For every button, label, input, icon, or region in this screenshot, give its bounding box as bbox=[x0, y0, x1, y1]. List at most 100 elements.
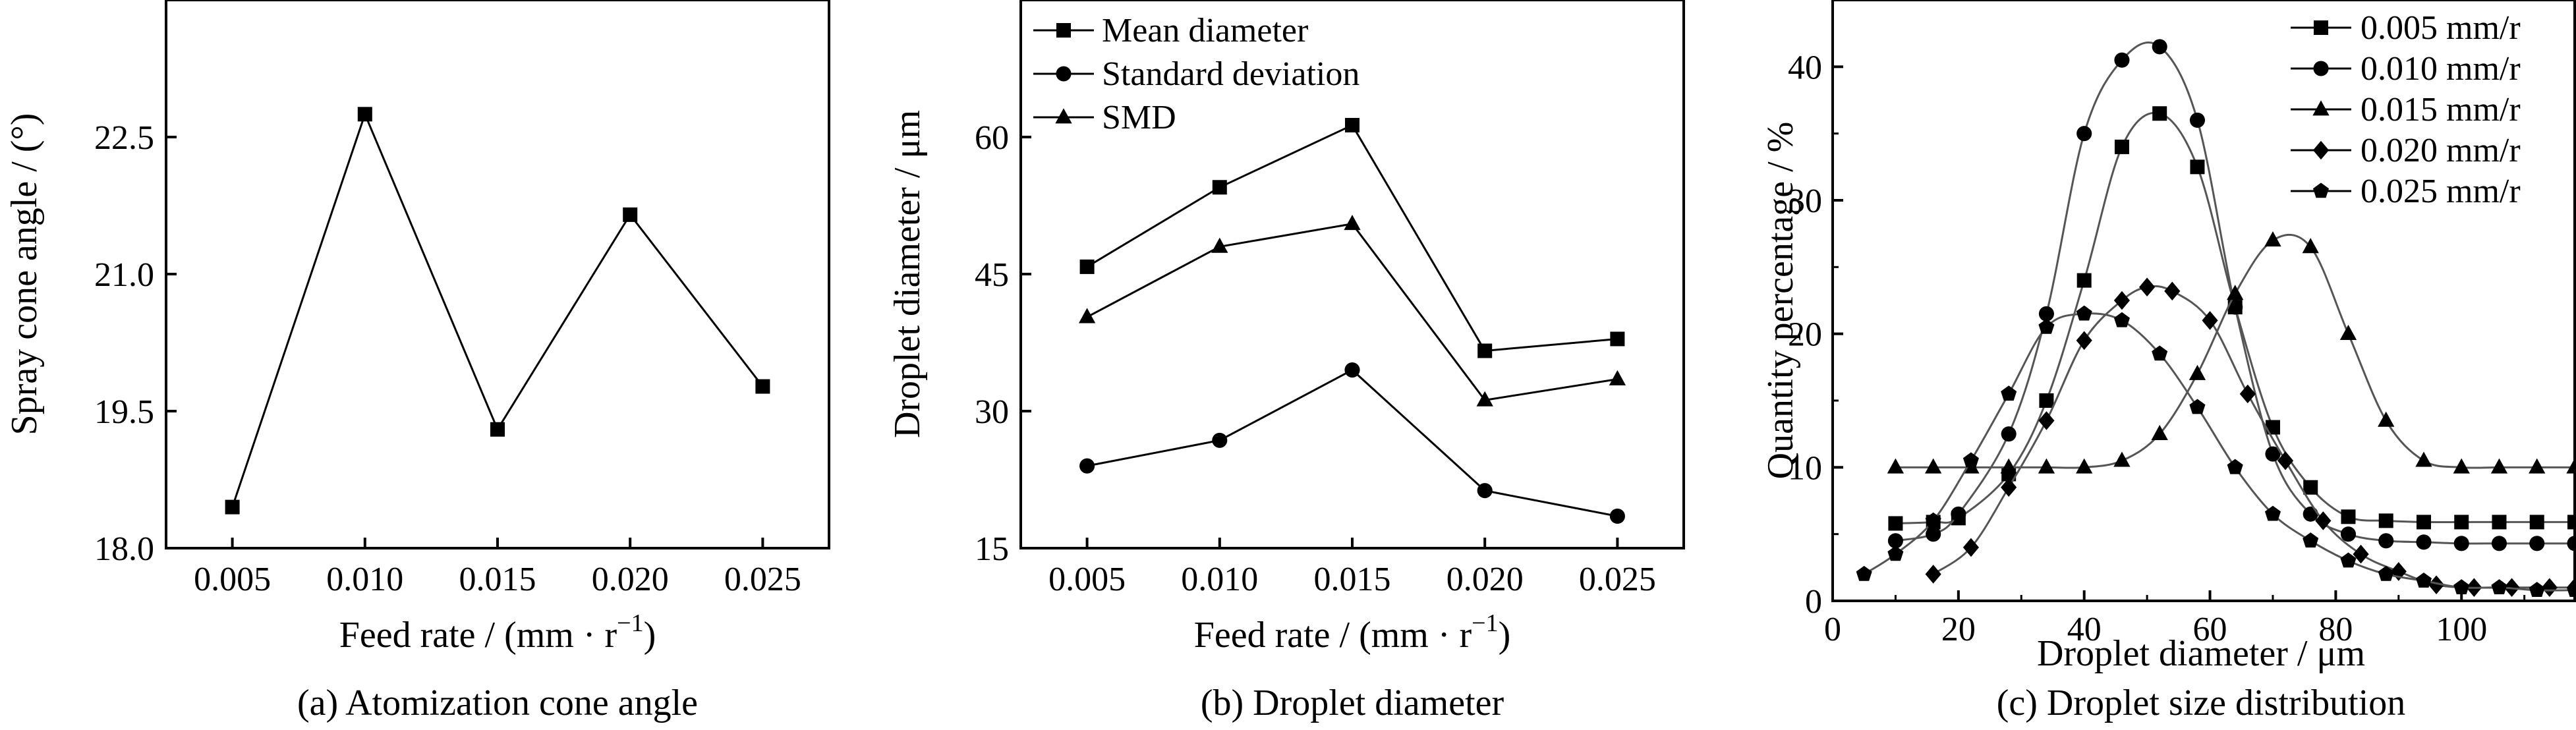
series-0-010-mm-r-point bbox=[2076, 126, 2092, 142]
series-0-025-mm-r-point bbox=[2076, 305, 2092, 321]
series-0-010-mm-r-point bbox=[2416, 534, 2432, 550]
panel-c-droplet-size-distribution: 0 20 40 60 80 100 0 10 20 30 40 0.005 mm/r0.010 m… bbox=[1760, 0, 2576, 723]
legend-0-015-mm-r-label: 0.015 mm/r bbox=[2361, 91, 2521, 128]
panel-b-y-axis-label: Droplet diameter / μm bbox=[887, 110, 928, 438]
series-0-005-mm-r-point bbox=[2567, 515, 2576, 530]
legend-0-005-mm-r-label: 0.005 mm/r bbox=[2361, 9, 2521, 47]
series-0-015-mm-r-point bbox=[2113, 451, 2131, 467]
legend-standard-deviation-label: Standard deviation bbox=[1102, 55, 1360, 93]
series-0-025-mm-r-point bbox=[2227, 459, 2243, 474]
mean-diameter-point bbox=[1079, 259, 1095, 274]
x-tick-label: 0 bbox=[1824, 611, 1841, 648]
x-tick-label: 0.020 bbox=[592, 561, 669, 598]
series-0-015-mm-r-point bbox=[1925, 458, 1942, 474]
series-0-025-mm-r-point bbox=[2453, 579, 2470, 594]
series-0-010-mm-r-point bbox=[2114, 52, 2130, 68]
panel-b-y-ticks: 15 30 45 60 bbox=[975, 119, 1031, 568]
x-tick-label: 0.025 bbox=[724, 561, 801, 598]
series-0-015-mm-r-point bbox=[1887, 458, 1904, 474]
series-0-005-mm-r-point bbox=[1888, 516, 1903, 531]
series-0-025-mm-r-point bbox=[2001, 385, 2017, 401]
legend-0-020-mm-r-marker bbox=[2312, 140, 2330, 160]
panel-a-plot-frame bbox=[165, 0, 830, 549]
series-0-015-mm-r-point bbox=[2529, 458, 2546, 474]
series-0-005-mm-r-point bbox=[2265, 420, 2280, 435]
series-0-005-mm-r-point bbox=[2152, 106, 2167, 121]
series-0-point bbox=[755, 379, 770, 394]
y-tick-label: 21.0 bbox=[94, 256, 154, 294]
series-0-025-mm-r-point bbox=[2264, 505, 2281, 521]
mean-diameter-point bbox=[1212, 180, 1227, 195]
y-tick-label: 10 bbox=[1788, 449, 1822, 487]
smd-point bbox=[1078, 308, 1096, 323]
panel-c-y-ticks: 0 10 20 30 40 bbox=[1788, 49, 1843, 621]
series-0-025-mm-r-point bbox=[2415, 572, 2432, 588]
series-0-point bbox=[357, 107, 372, 122]
panel-a-atomization-cone-angle: 0.005 0.010 0.015 0.020 0.025 18.0 19.5 21.0 22… bbox=[4, 0, 830, 723]
series-0-025-mm-r-point bbox=[1925, 512, 1941, 528]
series-0-010-mm-r-point bbox=[1951, 506, 1966, 522]
smd-point bbox=[1344, 214, 1361, 231]
series-0-020-mm-r-point bbox=[2113, 291, 2131, 310]
x-tick-label: 0.005 bbox=[194, 561, 271, 598]
legend-0-010-mm-r-label: 0.010 mm/r bbox=[2361, 50, 2521, 88]
legend-mean-diameter-marker bbox=[1056, 23, 1071, 38]
legend-smd-label: SMD bbox=[1102, 99, 1176, 136]
series-0-015-mm-r-point bbox=[2264, 231, 2281, 247]
panel-b-x-axis-label: Feed rate / (mm · r−1) bbox=[1194, 609, 1511, 656]
y-tick-label: 22.5 bbox=[94, 119, 154, 157]
panel-c-plot-frame bbox=[1831, 0, 2576, 602]
series-0-020-mm-r-point bbox=[2076, 331, 2092, 351]
series-0-015-mm-r-point bbox=[2566, 458, 2576, 474]
series-0-point bbox=[490, 422, 505, 437]
panel-b-series bbox=[1078, 117, 1626, 524]
series-0-010-mm-r-point bbox=[2265, 446, 2281, 462]
panel-b-x-ticks: 0.005 0.010 0.015 0.020 0.025 bbox=[1048, 538, 1656, 598]
series-0-010-mm-r-point bbox=[2303, 506, 2318, 522]
series-0-010-mm-r-point bbox=[2340, 526, 2357, 542]
x-tick-label: 60 bbox=[2193, 611, 2227, 648]
series-0-020-mm-r-point bbox=[2277, 451, 2294, 470]
mean-diameter-point bbox=[1477, 343, 1493, 358]
smd-point bbox=[1211, 237, 1228, 253]
series-0-020-mm-r-point bbox=[2428, 575, 2445, 594]
series-0-015-mm-r-point bbox=[2038, 458, 2055, 474]
series-0-025-mm-r-point bbox=[2303, 532, 2319, 548]
x-tick-label: 100 bbox=[2436, 611, 2487, 648]
series-0-020-mm-r-point bbox=[2001, 478, 2017, 497]
standard-deviation-point bbox=[1079, 458, 1095, 474]
series-0-005-mm-r-point bbox=[2416, 515, 2431, 530]
series-0-010-mm-r-point bbox=[2001, 426, 2017, 442]
series-0-015-mm-r-curve bbox=[1895, 233, 2575, 469]
legend-0-010-mm-r-marker bbox=[2313, 61, 2329, 76]
x-tick-label: 0.025 bbox=[1579, 561, 1656, 598]
series-0-010-mm-r-point bbox=[2453, 536, 2469, 551]
y-tick-label: 15 bbox=[975, 530, 1009, 568]
series-0-005-mm-r-point bbox=[2454, 515, 2469, 530]
series-0-020-mm-r-point bbox=[2353, 544, 2369, 564]
series-0-020-mm-r-point bbox=[2038, 411, 2055, 430]
panel-a-series bbox=[225, 107, 770, 515]
series-0-020-mm-r-point bbox=[2164, 281, 2181, 301]
y-tick-label: 30 bbox=[1788, 182, 1822, 220]
series-0-point bbox=[623, 207, 638, 222]
series-0-020-mm-r-point bbox=[2541, 578, 2558, 598]
series-0-010-mm-r-point bbox=[2189, 112, 2206, 128]
series-0-020-mm-r-point bbox=[2315, 511, 2332, 530]
series-0-005-mm-r-point bbox=[2529, 515, 2544, 530]
series-0-005-mm-r-point bbox=[2303, 480, 2318, 495]
panel-b-caption: (b) Droplet diameter bbox=[1201, 683, 1504, 723]
series-0-015-mm-r-point bbox=[2378, 411, 2395, 427]
x-tick-label: 0.010 bbox=[1181, 561, 1258, 598]
series-0-010-mm-r-point bbox=[2529, 536, 2545, 551]
panel-a-y-axis-label: Spray cone angle / (°) bbox=[4, 113, 45, 435]
standard-deviation-point bbox=[1477, 483, 1493, 499]
series-0-015-mm-r-point bbox=[2151, 424, 2168, 441]
legend-0-020-mm-r-label: 0.020 mm/r bbox=[2361, 132, 2521, 169]
series-0-020-mm-r-point bbox=[1925, 565, 1941, 584]
panel-c-legend: 0.005 mm/r0.010 mm/r0.015 mm/r 0.020 mm/r… bbox=[2291, 9, 2521, 210]
smd-point bbox=[1476, 391, 1493, 407]
series-0-005-mm-r-point bbox=[2341, 509, 2356, 524]
y-tick-label: 45 bbox=[975, 256, 1009, 294]
